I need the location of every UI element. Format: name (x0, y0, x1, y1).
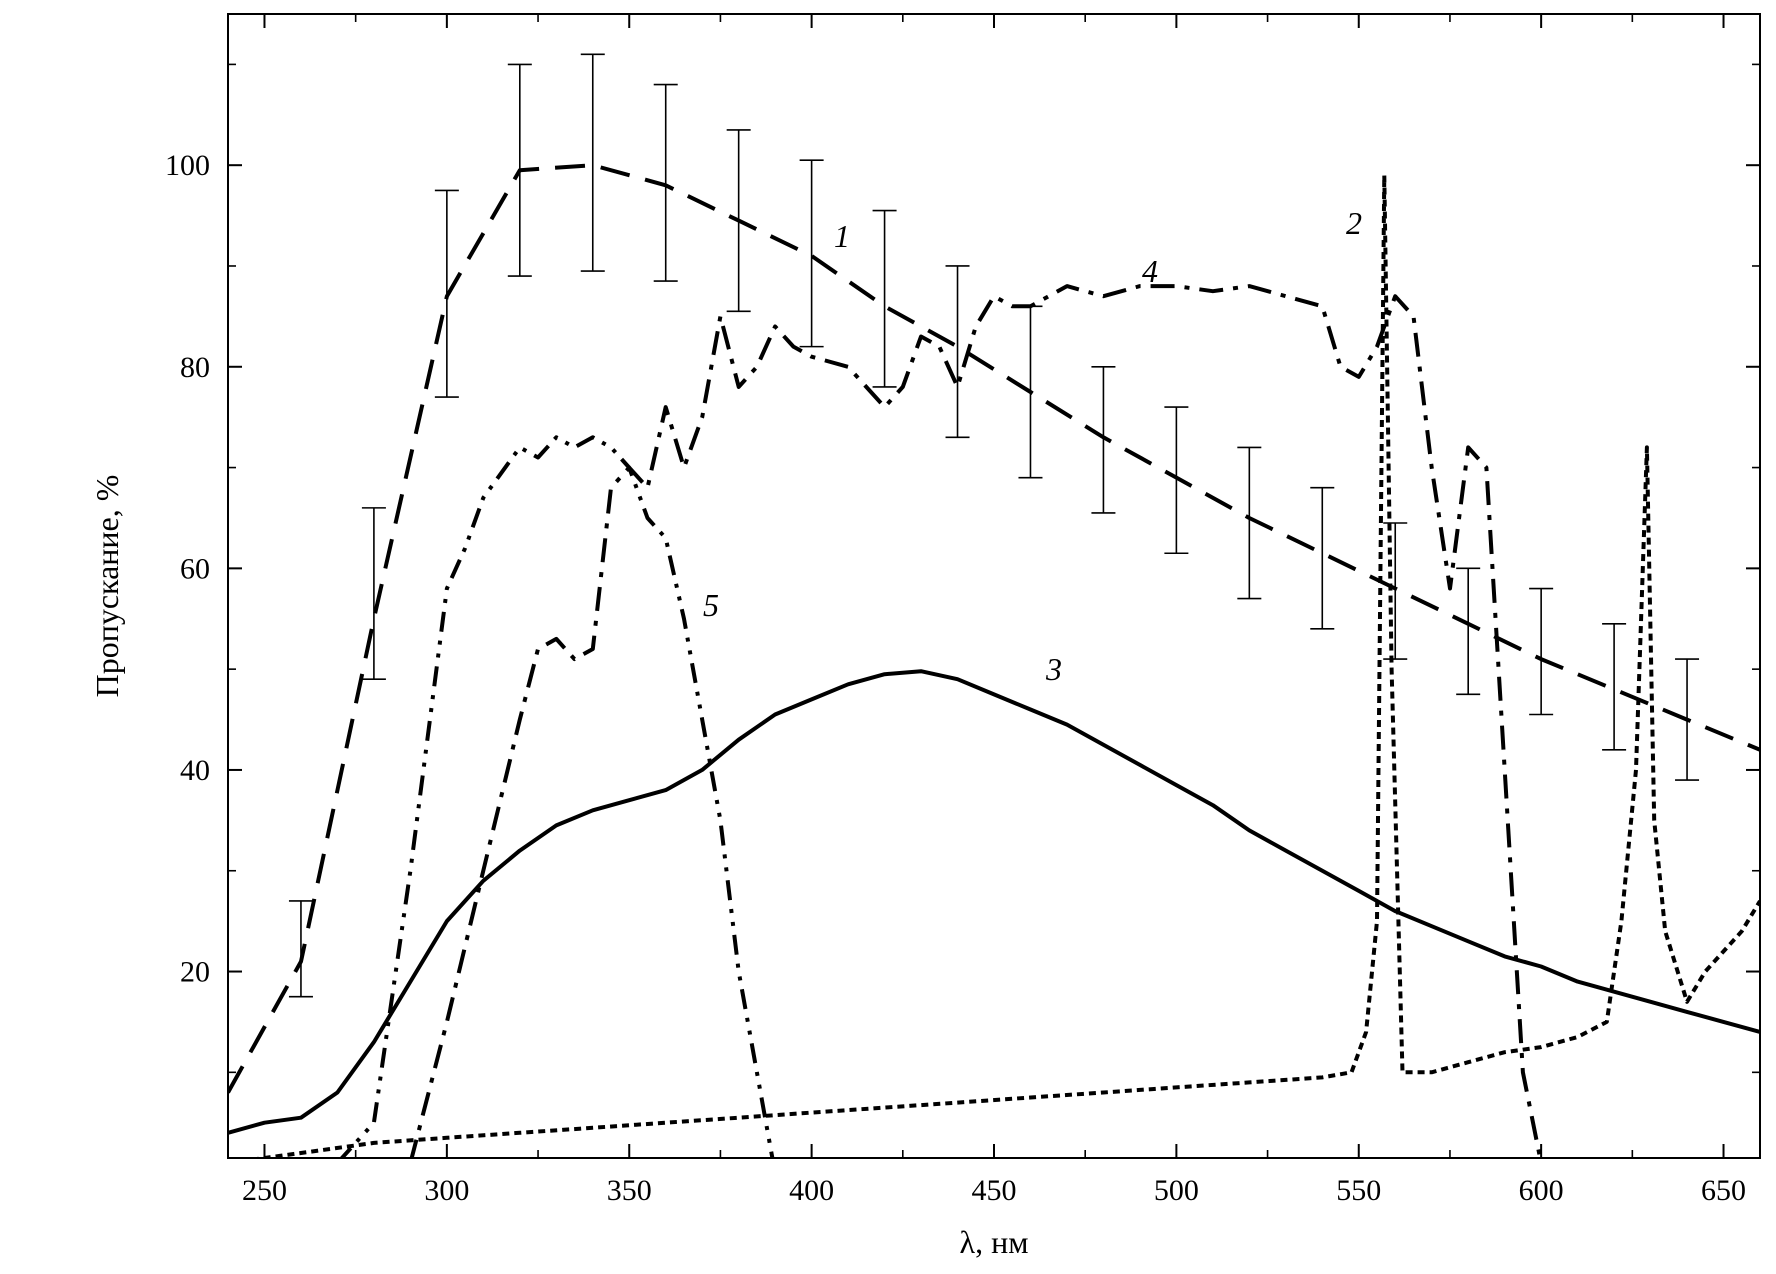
label-layer: 250 300 350 400 450 500 550 600 650 20 40 60 80 100 (165, 149, 1746, 1207)
error-bar (580, 53, 605, 272)
errorbar-layer (288, 53, 1700, 998)
error-bar (1237, 446, 1262, 600)
error-bar (1018, 305, 1043, 479)
x-tick-label: 500 (1154, 1174, 1199, 1207)
error-bar (1164, 406, 1189, 555)
series-1-line (228, 163, 1760, 1094)
y-tick-label: 60 (180, 552, 210, 585)
x-tick-label: 600 (1519, 1174, 1564, 1207)
error-bar (507, 63, 532, 277)
error-bar (1456, 567, 1481, 696)
error-bar (1310, 486, 1335, 630)
curve-label-2: 2 (1346, 205, 1362, 241)
error-bar (288, 900, 313, 998)
x-tick-label: 250 (242, 1174, 287, 1207)
series-3-line (228, 669, 1760, 1135)
series-layer (228, 163, 1760, 1158)
error-bar (1602, 622, 1627, 751)
curve-label-1: 1 (834, 218, 850, 254)
x-tick-label: 400 (789, 1174, 834, 1207)
x-tick-label: 300 (424, 1174, 469, 1207)
error-bar (726, 129, 751, 313)
y-axis-title: Пропускание, % (89, 475, 125, 698)
error-bar (799, 159, 824, 348)
y-tick-label: 40 (180, 754, 210, 787)
curve-label-3: 3 (1045, 651, 1062, 687)
x-tick-label: 450 (972, 1174, 1017, 1207)
y-tick-label: 100 (165, 149, 210, 182)
tick-layer (228, 14, 1760, 1158)
error-bar (1383, 522, 1408, 660)
y-tick-label: 80 (180, 351, 210, 384)
y-tick-label: 20 (180, 956, 210, 989)
error-bar (434, 189, 459, 398)
error-bar (361, 507, 386, 681)
curve-label-4: 4 (1142, 253, 1158, 289)
error-bar (1529, 587, 1554, 716)
error-bar (1091, 365, 1116, 514)
error-bar (653, 83, 678, 282)
x-tick-label: 550 (1336, 1174, 1381, 1207)
x-tick-label: 350 (607, 1174, 652, 1207)
error-bar (1675, 658, 1700, 781)
plot-frame (227, 13, 1761, 1159)
curve-label-5: 5 (703, 587, 719, 623)
series-5-line (339, 435, 775, 1158)
error-bar (945, 265, 970, 439)
error-bar (872, 209, 897, 388)
x-axis-title: λ, нм (960, 1224, 1029, 1260)
series-2-line (249, 173, 1760, 1158)
series-4-line (409, 284, 1543, 1158)
x-tick-label: 650 (1701, 1174, 1746, 1207)
